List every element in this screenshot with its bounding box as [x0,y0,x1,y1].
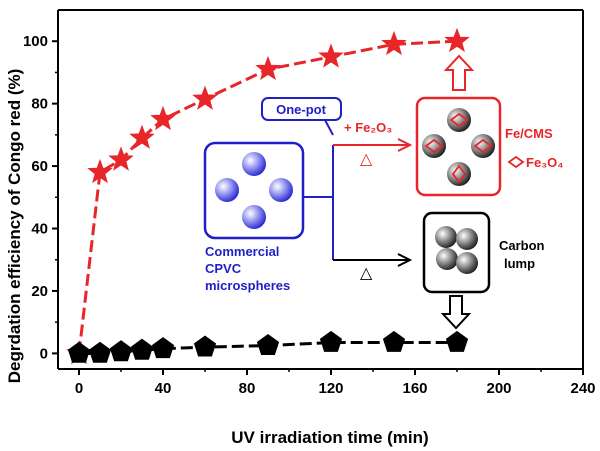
data-point-pentagon [130,338,154,360]
one-pot-label: One-pot [276,102,326,117]
tick-marks [52,40,584,375]
y-tick-label: 40 [31,221,48,238]
data-point-pentagon [67,341,91,363]
axes [57,9,584,370]
red-triangle: △ [360,151,373,168]
carbon-box [422,211,491,294]
y-tick-label: 60 [31,158,48,175]
cpvc-spheres [215,152,293,229]
data-point-star [150,105,176,131]
data-point-pentagon [151,337,175,359]
fe-cms-box [415,96,502,197]
up-arrow-icon [443,54,475,91]
carbon-sphere [456,252,478,274]
one-pot-box [261,97,342,121]
data-point-star [381,30,407,56]
black-triangle: △ [360,265,373,282]
y-tick-label: 100 [23,33,48,50]
commercial-label-2: CPVC [205,261,242,276]
fe2o3-label: + Fe₂O₃ [344,120,392,135]
one-pot-pointer [324,119,334,136]
fe3o4-diamond [473,138,493,154]
carbon-label-2: lump [504,256,535,271]
series-1 [67,330,469,363]
carbon-sphere [456,228,478,250]
fe-cms-label: Fe/CMS [505,126,553,141]
fe-cms-sphere [422,134,446,158]
x-axis-title: UV irradiation time (min) [231,428,428,447]
data-point-pentagon [193,335,217,357]
x-tick-label: 40 [155,380,172,397]
cpvc-sphere [242,152,266,176]
y-tick-label: 0 [40,345,48,362]
y-axis-title: Degrdation efficiency of Congo red (%) [5,69,24,384]
data-point-star [192,85,218,110]
data-point-pentagon [382,330,406,352]
series-line [79,341,457,355]
carbon-sphere [435,226,457,248]
cpvc-sphere [269,178,293,202]
x-tick-label: 240 [570,380,595,397]
x-tick-label: 200 [486,380,511,397]
data-point-pentagon [109,340,133,362]
x-tick-label: 0 [75,380,83,397]
series-layer [66,27,470,365]
cpvc-sphere [242,205,266,229]
data-point-pentagon [445,330,469,352]
fe-cms-sphere [447,108,471,132]
fe-cms-spheres [422,108,495,186]
fe3o4-label: Fe₃O₄ [526,155,564,170]
data-point-star [444,27,470,53]
black-arrow-head [397,253,413,267]
tick-labels: 0 40 80 120 160 200 240 0 20 40 60 80 100 [23,33,596,397]
x-tick-label: 160 [402,380,427,397]
x-tick-label: 80 [239,380,256,397]
cpvc-box [203,141,305,240]
data-point-pentagon [88,341,112,363]
data-point-star [108,146,134,171]
commercial-label-1: Commercial [205,244,279,259]
x-tick-label: 120 [318,380,343,397]
carbon-spheres [435,226,478,274]
cpvc-sphere [215,178,239,202]
commercial-label-3: microspheres [205,278,290,293]
inset-schematic: Commercial CPVC microspheres One-pot + F… [203,54,564,330]
y-tick-label: 20 [31,283,48,300]
data-point-pentagon [319,330,343,352]
down-arrow-icon [440,295,472,330]
fe3o4-diamond [449,112,469,128]
red-arrow-head [397,138,413,152]
y-tick-label: 80 [31,96,48,113]
fe3o4-legend-diamond [507,155,525,169]
carbon-sphere [436,248,458,270]
carbon-label-1: Carbon [499,238,545,253]
data-point-star [318,43,344,68]
fe-cms-sphere [471,134,495,158]
data-point-star [255,55,281,81]
fe3o4-diamond [451,164,467,184]
fe-cms-sphere [447,162,471,186]
data-point-pentagon [256,333,280,355]
fe3o4-diamond [424,138,444,154]
data-point-star [129,124,155,149]
data-point-star [87,158,113,184]
series-line [77,39,458,354]
